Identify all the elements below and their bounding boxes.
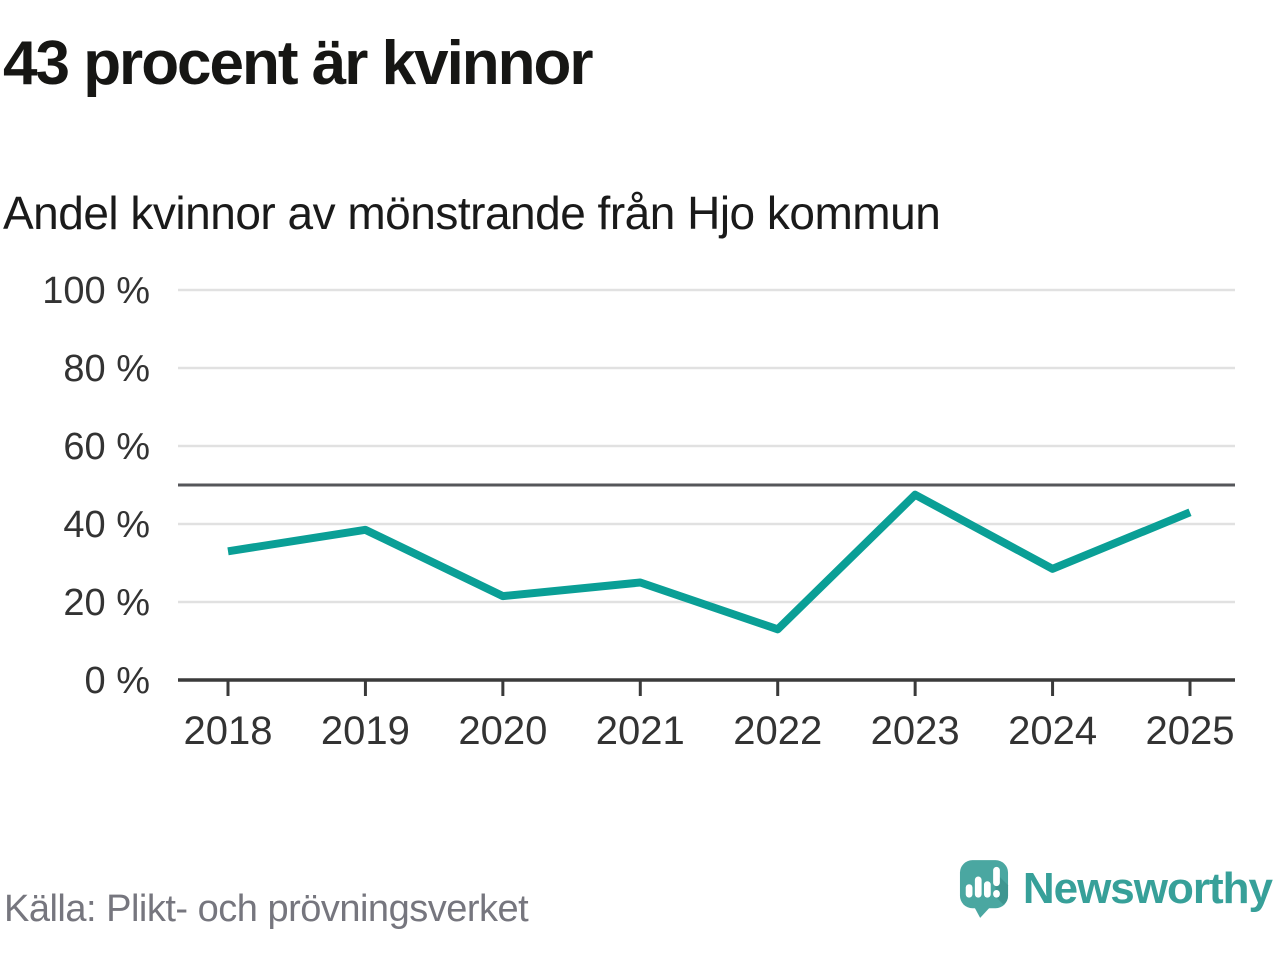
x-axis-tick-label: 2023 (871, 709, 960, 753)
x-axis-tick-label: 2022 (733, 709, 822, 753)
y-axis-tick-label: 80 % (63, 348, 150, 390)
source-text: Källa: Plikt- och prövningsverket (4, 888, 529, 930)
y-axis-tick-label: 100 % (42, 270, 150, 312)
y-axis-tick-label: 40 % (63, 504, 150, 546)
x-axis-tick-label: 2019 (321, 709, 410, 753)
x-axis-tick-label: 2024 (1008, 709, 1097, 753)
x-axis-tick-label: 2021 (596, 709, 685, 753)
page-subtitle: Andel kvinnor av mönstrande från Hjo kom… (3, 187, 941, 239)
x-axis-tick-label: 2025 (1146, 709, 1235, 753)
newsworthy-logo-text: Newsworthy (1022, 864, 1273, 913)
newsworthy-logo: Newsworthy (959, 858, 1273, 920)
x-axis-tick-label: 2020 (458, 709, 547, 753)
data-line-andel-kvinnor (227, 490, 1192, 634)
y-axis-tick-label: 60 % (63, 426, 150, 468)
y-axis-tick-label: 0 % (85, 660, 150, 702)
x-axis-tick-label: 2018 (184, 709, 273, 753)
page-title: 43 procent är kvinnor (3, 29, 594, 98)
newsworthy-logo-icon (959, 860, 1008, 918)
y-axis-tick-label: 20 % (63, 582, 150, 624)
